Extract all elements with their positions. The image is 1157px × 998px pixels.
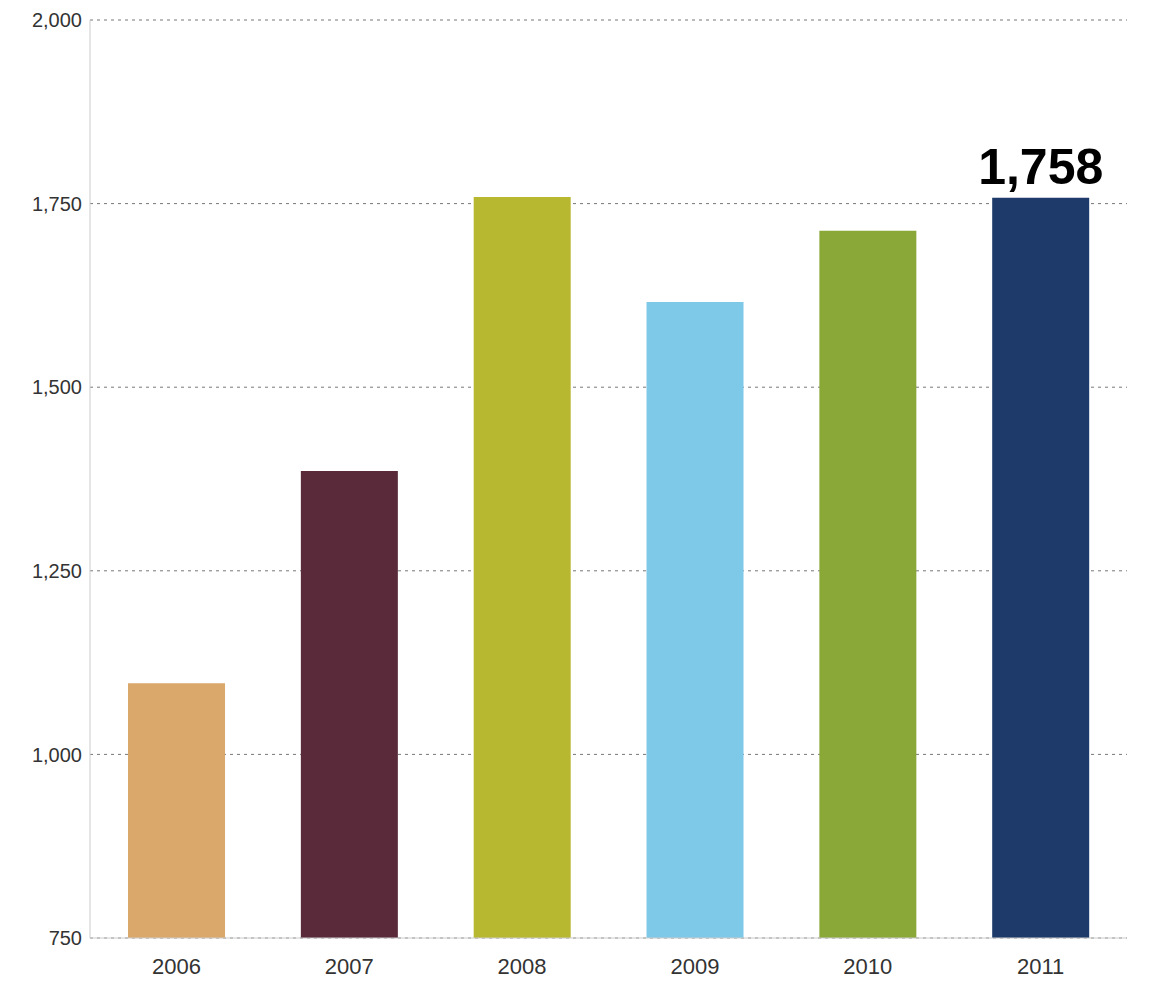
svg-text:750: 750	[49, 927, 82, 949]
svg-text:2,000: 2,000	[32, 9, 82, 31]
svg-text:1,500: 1,500	[32, 376, 82, 398]
svg-text:1,758: 1,758	[978, 139, 1103, 195]
svg-text:1,250: 1,250	[32, 560, 82, 582]
svg-text:1,000: 1,000	[32, 744, 82, 766]
svg-text:2009: 2009	[670, 954, 719, 979]
svg-text:2006: 2006	[152, 954, 201, 979]
svg-text:2007: 2007	[325, 954, 374, 979]
svg-text:2011: 2011	[1017, 954, 1064, 979]
svg-text:1,750: 1,750	[32, 193, 82, 215]
svg-text:2010: 2010	[843, 954, 892, 979]
svg-text:2008: 2008	[498, 954, 547, 979]
